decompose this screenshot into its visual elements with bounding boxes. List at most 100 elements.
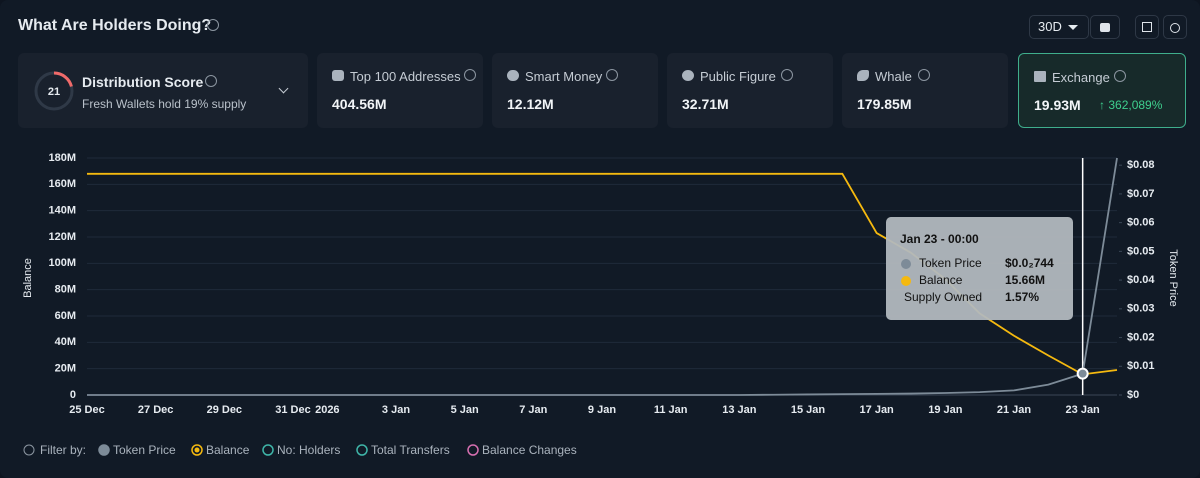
y-axis-title: Balance	[22, 258, 34, 298]
y-tick-label: 0	[70, 389, 76, 401]
card-label: Top 100 Addresses	[350, 69, 461, 84]
x-tick-label: 23 Jan	[1066, 404, 1101, 416]
filter-label: Filter by:	[40, 443, 86, 457]
card-value: 19.93M	[1034, 97, 1081, 113]
filter-item[interactable]: No: Holders	[277, 443, 340, 457]
filter-item[interactable]: Balance Changes	[482, 443, 577, 457]
arrow-up: ↑	[1099, 98, 1109, 112]
distribution-title: Distribution Score	[82, 74, 204, 90]
card-label: Smart Money	[525, 69, 603, 84]
y-tick-label: 80M	[55, 284, 76, 296]
filter-dot-inner	[194, 447, 200, 453]
settings-button[interactable]	[1163, 15, 1187, 39]
y-tick-label: 120M	[48, 231, 76, 243]
tooltip-dot	[901, 276, 911, 286]
card-label: Whale	[875, 69, 912, 84]
tooltip-label: Balance	[919, 273, 963, 287]
y2-tick-label: $0.04	[1127, 274, 1155, 286]
score-gauge: 21	[34, 71, 74, 111]
icon	[682, 70, 694, 81]
range-select[interactable]: 30D	[1029, 15, 1089, 39]
tooltip-value: $0.0₂744	[1005, 256, 1054, 270]
y2-tick-label: $0.06	[1127, 217, 1155, 229]
y-tick-label: 140M	[48, 205, 76, 217]
icon	[1034, 71, 1046, 82]
stat-card[interactable]: Smart Money 12.12M	[492, 53, 658, 128]
x-tick-label: 19 Jan	[928, 404, 963, 416]
card-value: 32.71M	[682, 96, 729, 112]
y2-tick-label: $0.02	[1127, 331, 1155, 343]
x-tick-label: 25 Dec	[69, 404, 104, 416]
icon	[332, 70, 344, 81]
filter-dot	[262, 444, 274, 456]
x-tick-label: 3 Jan	[382, 404, 410, 416]
filter-dot	[98, 444, 110, 456]
filter-item[interactable]: Balance	[206, 443, 250, 457]
change: ↑ 362,089%	[1099, 98, 1162, 112]
card-value: 12.12M	[507, 96, 554, 112]
x-tick-label: 11 Jan	[654, 404, 688, 416]
y-tick-label: 100M	[48, 257, 76, 269]
x-tick-label: 29 Dec	[207, 404, 242, 416]
info-icon	[606, 69, 618, 81]
x-tick-label: 17 Jan	[860, 404, 895, 416]
stat-card[interactable]: Whale 179.85M	[842, 53, 1008, 128]
filter-dot	[191, 444, 203, 456]
caret	[1068, 25, 1078, 35]
info-icon	[1114, 70, 1126, 82]
x-tick-label: 7 Jan	[519, 404, 547, 416]
distribution-subtitle: Fresh Wallets hold 19% supply	[82, 97, 247, 111]
y-tick-label: 40M	[55, 336, 76, 348]
stat-card[interactable]: Public Figure 32.71M	[667, 53, 833, 128]
card-label: Public Figure	[700, 69, 776, 84]
tooltip-title: Jan 23 - 00:00	[900, 232, 979, 246]
y2-tick-label: $0.08	[1127, 159, 1155, 171]
card-value: 404.56M	[332, 96, 387, 112]
tooltip-box	[886, 217, 1073, 320]
info-icon	[207, 19, 219, 31]
y2-tick-label: $0.01	[1127, 360, 1155, 372]
y2-tick-label: $0.03	[1127, 303, 1155, 315]
filter-dot	[467, 444, 479, 456]
distribution-card[interactable]: 21 Distribution Score Fresh Wallets hold…	[18, 53, 308, 128]
icon	[857, 70, 869, 81]
y2-axis-title: Token Price	[1167, 249, 1179, 306]
score: 21	[48, 86, 60, 98]
stat-card[interactable]: Top 100 Addresses 404.56M	[317, 53, 483, 128]
x-tick-label: 9 Jan	[588, 404, 616, 416]
tooltip-label: Token Price	[919, 256, 982, 270]
x-tick-label: 27 Dec	[138, 404, 173, 416]
range-label: 30D	[1038, 19, 1062, 34]
y-tick-label: 180M	[48, 152, 76, 164]
card-value: 179.85M	[857, 96, 912, 112]
card-label: Exchange	[1052, 70, 1110, 85]
gauge-arc	[53, 71, 73, 88]
y2-tick-label: $0	[1127, 389, 1139, 401]
x-tick-label: 5 Jan	[451, 404, 479, 416]
tooltip-dot	[901, 259, 911, 269]
x-tick-label: 2026	[315, 404, 339, 416]
filter-item[interactable]: Token Price	[113, 443, 176, 457]
fullscreen-button[interactable]	[1135, 15, 1159, 39]
series-line	[87, 157, 1118, 396]
calendar-button[interactable]	[1090, 15, 1120, 39]
x-tick-label: 13 Jan	[722, 404, 757, 416]
x-tick-label: 31 Dec	[275, 404, 310, 416]
filter-item[interactable]: Total Transfers	[371, 443, 450, 457]
tooltip: Jan 23 - 00:00 Token Price $0.0₂744 Balance…	[886, 217, 1073, 320]
change-value: 362,089%	[1108, 98, 1163, 112]
tooltip-value: 15.66M	[1005, 273, 1045, 287]
info-icon	[464, 69, 476, 81]
tooltip-value: 1.57%	[1005, 290, 1039, 304]
x-tick-label: 15 Jan	[791, 404, 826, 416]
title: What Are Holders Doing?	[18, 17, 212, 34]
y2-tick-label: $0.05	[1127, 245, 1155, 257]
stat-card[interactable]: Exchange 19.93M ↑ 362,089%	[1018, 53, 1186, 128]
y-tick-label: 60M	[55, 310, 76, 322]
info-icon	[23, 444, 35, 456]
x-tick-label: 21 Jan	[997, 404, 1032, 416]
tooltip-label: Supply Owned	[904, 290, 982, 304]
y2-tick-label: $0.07	[1127, 188, 1155, 200]
